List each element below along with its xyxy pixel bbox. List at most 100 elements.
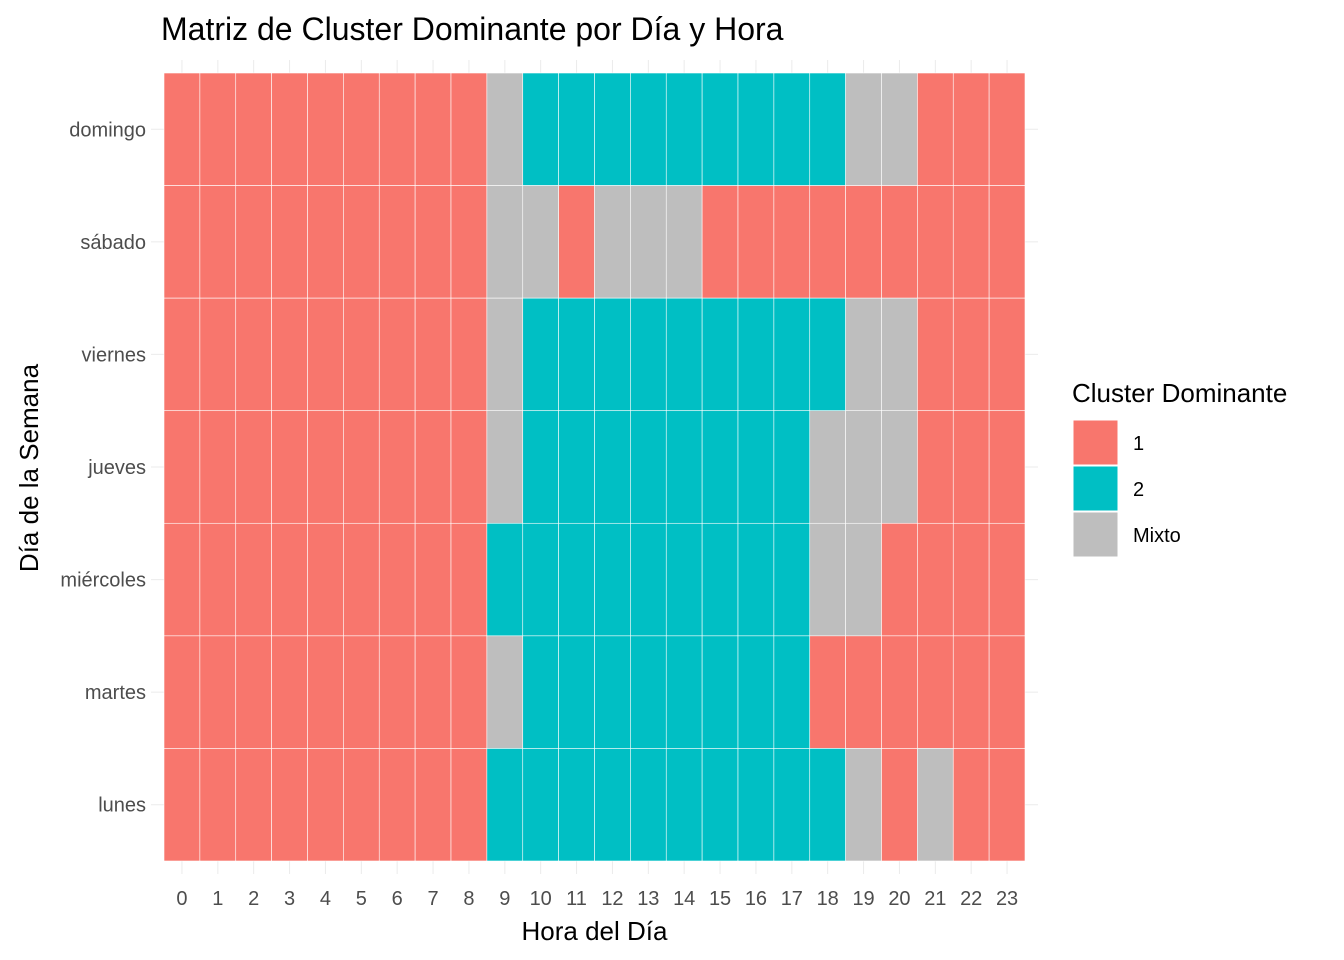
heatmap-cell bbox=[486, 72, 524, 186]
x-tick-label: 9 bbox=[499, 888, 510, 910]
x-tick-label: 17 bbox=[781, 888, 803, 910]
heatmap-cell bbox=[235, 635, 272, 749]
heatmap-cell bbox=[881, 635, 918, 749]
y-tick-label: jueves bbox=[87, 457, 146, 479]
legend-swatch bbox=[1072, 511, 1119, 558]
heatmap-cell bbox=[737, 522, 775, 637]
heatmap-cell bbox=[630, 297, 667, 412]
y-tick-label: lunes bbox=[98, 795, 146, 817]
heatmap-cell bbox=[163, 297, 201, 412]
heatmap-cell bbox=[414, 748, 452, 862]
legend-title: Cluster Dominante bbox=[1072, 378, 1287, 408]
heatmap-cell bbox=[737, 297, 775, 412]
heatmap-cell bbox=[199, 297, 237, 412]
heatmap-cell bbox=[271, 297, 308, 412]
y-tick-labels: domingo sábado viernes jueves miércoles marte… bbox=[60, 119, 146, 816]
heatmap-cell bbox=[917, 410, 954, 524]
heatmap-cell bbox=[450, 410, 488, 524]
heatmap-cell bbox=[630, 185, 667, 299]
heatmap-cell bbox=[558, 635, 595, 749]
heatmap-cell bbox=[199, 72, 237, 186]
heatmap-cell bbox=[343, 185, 380, 299]
heatmap-cell bbox=[235, 72, 272, 186]
heatmap-cell bbox=[988, 297, 1026, 412]
heatmap-cell bbox=[594, 522, 631, 637]
heatmap-cell bbox=[522, 748, 559, 862]
heatmap-cell bbox=[952, 72, 990, 186]
heatmap-cell bbox=[737, 72, 775, 186]
x-tick-label: 19 bbox=[852, 888, 874, 910]
y-tick-label: domingo bbox=[69, 119, 146, 141]
heatmap-cell bbox=[845, 522, 882, 637]
heatmap-cell bbox=[199, 748, 237, 862]
heatmap-cell bbox=[558, 297, 595, 412]
legend: Cluster Dominante 1 2 Mixto bbox=[1072, 378, 1287, 558]
heatmap-cell bbox=[486, 522, 524, 637]
heatmap-cell bbox=[594, 185, 631, 299]
heatmap-cell bbox=[773, 410, 811, 524]
y-tick-label: martes bbox=[85, 682, 146, 704]
heatmap-cell bbox=[271, 522, 308, 637]
x-tick-label: 0 bbox=[176, 888, 187, 910]
heatmap-cell bbox=[307, 635, 344, 749]
legend-label: Mixto bbox=[1133, 525, 1181, 547]
y-axis-title: Día de la Semana bbox=[14, 363, 44, 572]
heatmap-cell bbox=[773, 72, 811, 186]
x-tick-label: 8 bbox=[463, 888, 474, 910]
x-tick-label: 14 bbox=[673, 888, 695, 910]
heatmap-cell bbox=[343, 297, 380, 412]
x-tick-label: 2 bbox=[248, 888, 259, 910]
x-tick-label: 21 bbox=[924, 888, 946, 910]
heatmap-cell bbox=[307, 185, 344, 299]
heatmap-cell bbox=[952, 410, 990, 524]
heatmap-cell bbox=[701, 185, 739, 299]
heatmap-cell bbox=[271, 72, 308, 186]
heatmap-cell bbox=[486, 297, 524, 412]
heatmap-cell bbox=[235, 748, 272, 862]
heatmap-cell bbox=[881, 185, 918, 299]
heatmap-cell bbox=[701, 72, 739, 186]
heatmap-cell bbox=[522, 522, 559, 637]
heatmap-cell bbox=[701, 635, 739, 749]
heatmap-cell bbox=[199, 635, 237, 749]
heatmap-cell bbox=[378, 72, 416, 186]
x-tick-label: 6 bbox=[392, 888, 403, 910]
x-tick-label: 16 bbox=[745, 888, 767, 910]
heatmap-cell bbox=[271, 635, 308, 749]
heatmap-cell bbox=[450, 522, 488, 637]
heatmap-cell bbox=[701, 297, 739, 412]
heatmap-cell bbox=[988, 522, 1026, 637]
heatmap-cell bbox=[594, 410, 631, 524]
heatmap-cell bbox=[809, 748, 846, 862]
heatmap-cell bbox=[809, 185, 846, 299]
chart-title: Matriz de Cluster Dominante por Día y Ho… bbox=[161, 11, 784, 47]
heatmap-cell bbox=[988, 410, 1026, 524]
heatmap-cell bbox=[809, 72, 846, 186]
heatmap-cell bbox=[809, 635, 846, 749]
heatmap-cell bbox=[594, 297, 631, 412]
heatmap-cell bbox=[630, 635, 667, 749]
heatmap-cell bbox=[594, 635, 631, 749]
heatmap-cell bbox=[809, 522, 846, 637]
heatmap-cell bbox=[271, 748, 308, 862]
heatmap-cell bbox=[881, 748, 918, 862]
heatmap-cell bbox=[199, 410, 237, 524]
legend-items: 1 2 Mixto bbox=[1072, 419, 1181, 558]
heatmap-cell bbox=[307, 410, 344, 524]
heatmap-cell bbox=[450, 185, 488, 299]
heatmap-cell bbox=[773, 297, 811, 412]
x-tick-label: 5 bbox=[356, 888, 367, 910]
heatmap-cell bbox=[917, 297, 954, 412]
x-tick-label: 22 bbox=[960, 888, 982, 910]
legend-label: 1 bbox=[1133, 433, 1144, 455]
x-tick-labels: 0 1 2 3 4 5 6 7 8 9 10 11 12 13 14 15 16 17 18 19 20 21 22 23 bbox=[176, 888, 1018, 910]
heatmap-cell bbox=[701, 410, 739, 524]
heatmap-cell bbox=[378, 522, 416, 637]
heatmap-cell bbox=[917, 522, 954, 637]
legend-swatch bbox=[1072, 465, 1119, 512]
heatmap-cell bbox=[271, 410, 308, 524]
heatmap-cell bbox=[988, 635, 1026, 749]
heatmap-cell bbox=[952, 522, 990, 637]
heatmap-cell bbox=[773, 185, 811, 299]
heatmap-cell bbox=[486, 410, 524, 524]
